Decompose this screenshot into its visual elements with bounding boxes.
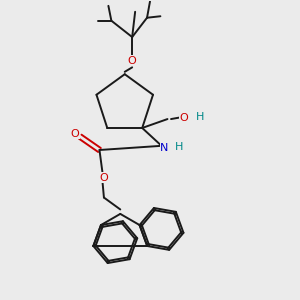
Text: O: O xyxy=(179,112,188,123)
Text: N: N xyxy=(160,143,169,153)
Text: O: O xyxy=(128,56,136,66)
Text: O: O xyxy=(70,129,79,139)
Text: H: H xyxy=(175,142,183,152)
Text: H: H xyxy=(196,112,204,122)
Text: O: O xyxy=(100,172,108,183)
